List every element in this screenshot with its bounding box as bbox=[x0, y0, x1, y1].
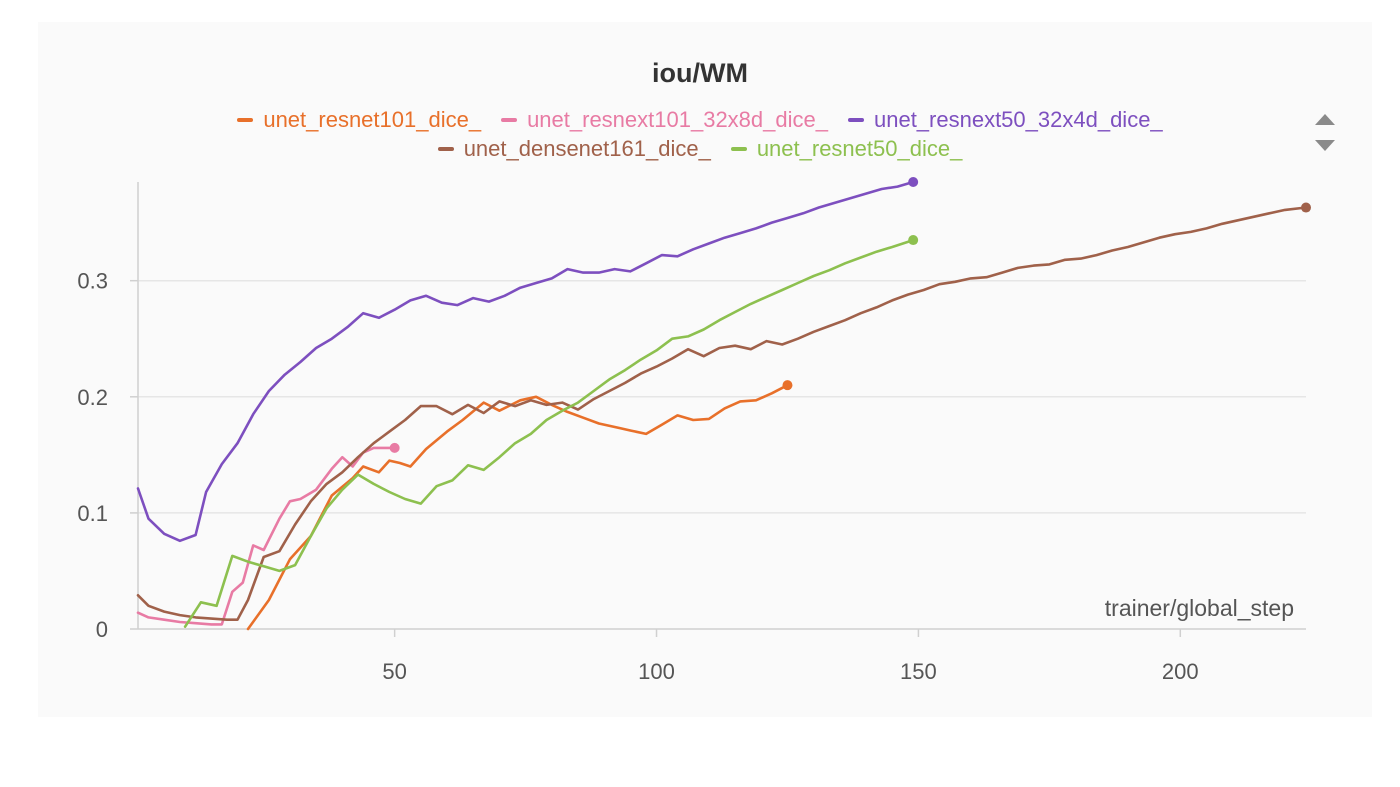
legend-label: unet_resnext101_32x8d_dice_ bbox=[527, 107, 828, 132]
legend-label: unet_resnet50_dice_ bbox=[756, 136, 963, 161]
y-tick-label: 0.2 bbox=[77, 385, 108, 410]
legend-item[interactable]: unet_resnet101_dice_ bbox=[237, 107, 481, 133]
legend-scroll bbox=[1312, 112, 1338, 156]
series-end-point-0[interactable] bbox=[782, 380, 793, 391]
grid-lines bbox=[138, 279, 1306, 514]
y-tick-label: 0.3 bbox=[77, 269, 108, 294]
series-line-2[interactable] bbox=[136, 180, 915, 543]
legend-label: unet_densenet161_dice_ bbox=[463, 136, 711, 161]
legend-scroll-down-icon[interactable] bbox=[1315, 140, 1335, 151]
x-axis-title: trainer/global_step bbox=[1105, 595, 1294, 621]
y-tick-label: 0 bbox=[96, 617, 108, 642]
legend-row-1: unet_resnet101_dice_ unet_resnext101_32x… bbox=[0, 107, 1400, 133]
series-end-point-3[interactable] bbox=[1301, 202, 1311, 213]
legend-row-2: unet_densenet161_dice_ unet_resnet50_dic… bbox=[0, 136, 1400, 162]
legend-label: unet_resnet101_dice_ bbox=[263, 107, 482, 132]
series-line-0[interactable] bbox=[246, 383, 789, 631]
x-tick-label: 100 bbox=[638, 659, 675, 684]
legend-swatch bbox=[501, 118, 518, 122]
legend-item[interactable]: unet_resnet50_dice_ bbox=[730, 136, 963, 162]
series-line-3[interactable] bbox=[136, 206, 1308, 622]
legend-scroll-up-icon[interactable] bbox=[1315, 114, 1335, 125]
series-lines bbox=[136, 177, 1311, 631]
legend-swatch bbox=[437, 147, 454, 151]
legend-item[interactable]: unet_resnext50_32x4d_dice_ bbox=[847, 107, 1163, 133]
legend-swatch bbox=[847, 118, 864, 122]
legend-swatch bbox=[237, 118, 254, 122]
legend-item[interactable]: unet_resnext101_32x8d_dice_ bbox=[501, 107, 828, 133]
chart-title: iou/WM bbox=[652, 58, 748, 88]
legend-label: unet_resnext50_32x4d_dice_ bbox=[873, 107, 1163, 132]
y-tick-label: 0.1 bbox=[77, 501, 108, 526]
legend-item[interactable]: unet_densenet161_dice_ bbox=[437, 136, 711, 162]
chart-panel bbox=[38, 22, 1372, 717]
x-tick-label: 150 bbox=[900, 659, 937, 684]
axes bbox=[137, 182, 1306, 630]
series-end-point-4[interactable] bbox=[908, 235, 919, 246]
series-end-point-2[interactable] bbox=[908, 177, 919, 187]
tick-labels: 0 0.1 0.2 0.3 50 100 150 200 bbox=[77, 269, 1198, 684]
x-tick-label: 50 bbox=[382, 659, 406, 684]
x-tick-label: 200 bbox=[1162, 659, 1199, 684]
series-line-4[interactable] bbox=[183, 238, 915, 629]
series-end-point-1[interactable] bbox=[389, 442, 400, 453]
legend-swatch bbox=[730, 147, 747, 151]
